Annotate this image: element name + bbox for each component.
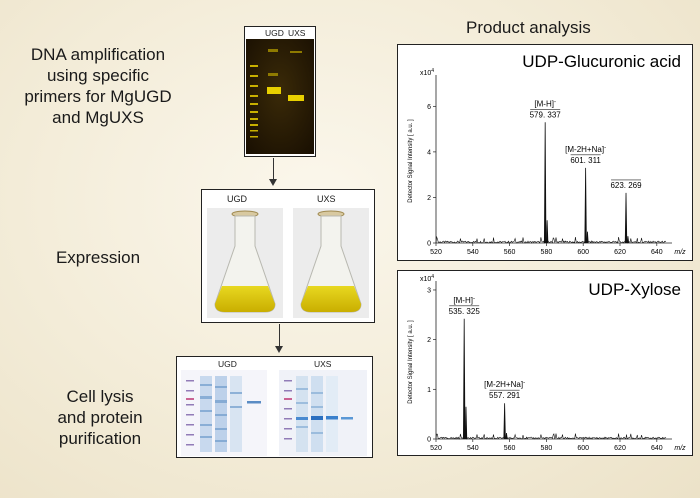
arrow-1 — [273, 158, 274, 179]
x-axis-label: m/z — [674, 445, 686, 452]
gel-image — [246, 39, 314, 154]
peak-ion-label: [M-2H+Na]- — [484, 380, 525, 389]
y-scale-label: x104 — [420, 274, 434, 283]
spectrum-baseline — [435, 433, 667, 440]
peak-mz-label: 623. 269 — [610, 181, 642, 190]
sds-uxs-lanes — [284, 376, 353, 452]
peak-ion-label: [M-2H+Na]- — [565, 145, 606, 154]
y-axis-label: Detector Signal Intensity [ a.u. ] — [408, 320, 414, 404]
x-tick-label: 600 — [577, 249, 589, 256]
flask-label-uxs: UXS — [317, 194, 336, 204]
spectrum-peak — [505, 432, 508, 440]
peak-ion-label: [M-H]- — [534, 99, 556, 108]
spectrum-panel-1: UDP-Glucuronic acid x104 Detector Signal I… — [397, 44, 693, 261]
peak-mz-label: 557. 291 — [489, 391, 521, 400]
x-tick-label: 560 — [504, 445, 516, 452]
y-tick-label: 2 — [427, 195, 431, 202]
step-lysis-line-1: Cell lysis — [66, 387, 134, 406]
x-tick-label: 580 — [541, 249, 553, 256]
y-tick-label: 2 — [427, 337, 431, 344]
peak-ion-label: [M-H]- — [453, 296, 475, 305]
step-expression-label: Expression — [55, 248, 141, 267]
arrow-2-head — [275, 346, 283, 353]
sds-gel-images — [181, 370, 367, 456]
y-axis-label: Detector Signal Intensity [ a.u. ] — [408, 119, 414, 203]
peak-ion-charge: - — [523, 380, 525, 386]
spectrum-chart-1: UDP-Glucuronic acid x104 Detector Signal I… — [408, 52, 686, 256]
spectrum-peak — [586, 231, 589, 244]
step-lysis-line-2: and protein — [57, 408, 143, 427]
step-dna-line-2: using specific — [46, 66, 150, 85]
y-tick-label: 1 — [427, 387, 431, 394]
peak-ion-charge: - — [604, 145, 606, 151]
arrow-2 — [279, 324, 280, 346]
peak-ion-charge: - — [554, 99, 556, 105]
y-scale-label: x104 — [420, 68, 434, 77]
peak-mz-label: 601. 311 — [570, 156, 601, 165]
y-scale-exponent: 4 — [431, 68, 434, 74]
spectrum-peak — [462, 318, 466, 440]
peak-mz-label: 579. 337 — [530, 110, 562, 119]
y-tick-label: 0 — [427, 241, 431, 248]
spectrum-title: UDP-Xylose — [588, 280, 681, 299]
arrow-1-head — [269, 179, 277, 186]
x-tick-label: 580 — [541, 445, 553, 452]
y-tick-label: 0 — [427, 437, 431, 444]
flask-panel: UGD UXS — [201, 189, 375, 323]
y-tick-label: 3 — [427, 287, 431, 294]
peak-mz-label: 535. 325 — [449, 307, 481, 316]
step-dna-line-1: DNA amplification — [30, 45, 166, 64]
spectrum-peak — [543, 122, 547, 244]
gel-panel: UGD UXS — [244, 26, 316, 157]
x-tick-label: 640 — [651, 445, 663, 452]
x-axis-label: m/z — [674, 249, 686, 256]
sds-panel: UGD UXS — [176, 356, 373, 458]
gel-label-ugd: UGD — [265, 28, 284, 38]
x-tick-label: 560 — [504, 249, 516, 256]
spectrum-title: UDP-Glucuronic acid — [522, 52, 681, 71]
x-tick-label: 540 — [467, 249, 479, 256]
product-analysis-title: Product analysis — [466, 18, 591, 37]
peak-ion-charge: - — [473, 296, 475, 302]
flask-uxs — [300, 210, 362, 313]
y-tick-label: 6 — [427, 104, 431, 111]
flask-label-ugd: UGD — [227, 194, 247, 204]
spectrum-peak — [584, 167, 587, 244]
gel-label-uxs: UXS — [288, 28, 306, 38]
spectrum-peak — [545, 220, 549, 244]
step-dna-line-3: primers for MgUGD — [24, 87, 172, 106]
step-lysis-label: Cell lysis and protein purification — [30, 386, 170, 449]
x-tick-label: 520 — [430, 445, 442, 452]
x-tick-label: 620 — [614, 445, 626, 452]
spectrum-peak — [503, 403, 506, 440]
sds-label-ugd: UGD — [218, 359, 237, 369]
flask-images — [207, 208, 369, 318]
spectrum-panel-2: UDP-Xylose x104 Detector Signal Intensity … — [397, 270, 693, 456]
flask-ugd — [214, 210, 276, 313]
spectrum-chart-2: UDP-Xylose x104 Detector Signal Intensity … — [408, 274, 686, 452]
spectrum-peak — [626, 236, 630, 244]
spectrum-baseline — [435, 235, 667, 244]
x-tick-label: 640 — [651, 249, 663, 256]
y-tick-label: 4 — [427, 149, 431, 156]
spectrum-peak — [624, 192, 628, 244]
step-lysis-line-3: purification — [58, 429, 142, 448]
x-tick-label: 520 — [430, 249, 442, 256]
x-tick-label: 600 — [577, 445, 589, 452]
y-scale-exponent: 4 — [431, 274, 434, 280]
sds-label-uxs: UXS — [314, 359, 332, 369]
sds-ugd-lanes — [186, 376, 261, 452]
step-dna-label: DNA amplification using specific primers… — [18, 44, 178, 128]
spectrum-peak — [464, 406, 468, 440]
step-dna-line-4: and MgUXS — [52, 108, 144, 127]
x-tick-label: 540 — [467, 445, 479, 452]
x-tick-label: 620 — [614, 249, 626, 256]
